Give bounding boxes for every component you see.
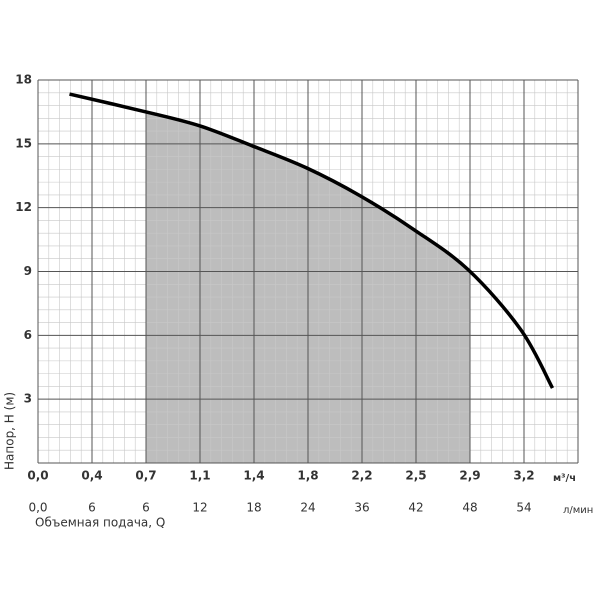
x-tick-label: 0,4 [81, 469, 102, 483]
x2-tick-label: 24 [300, 501, 315, 515]
x2-unit: л/мин [563, 505, 593, 516]
pump-curve [69, 92, 555, 389]
x-tick-label: 3,2 [513, 469, 534, 483]
x2-tick-label: 6 [142, 501, 150, 515]
x-axis-title: Объемная подача, Q [35, 516, 165, 530]
x2-tick-label: 42 [408, 501, 423, 515]
y-tick-label: 6 [24, 328, 32, 342]
x2-tick-label: 0,0 [28, 501, 47, 515]
x-tick-label: 2,2 [351, 469, 372, 483]
y-tick-label: 3 [24, 392, 32, 406]
x-tick-label: 0,0 [27, 469, 48, 483]
y-tick-label: 9 [24, 264, 32, 278]
x-unit: м³/ч [553, 473, 576, 484]
y-tick-label: 15 [15, 136, 32, 150]
y-axis-title: Напор, H (м) [3, 392, 17, 470]
x-tick-label: 2,9 [459, 469, 480, 483]
x-tick-label: 2,5 [405, 469, 426, 483]
x-tick-label: 1,4 [243, 469, 264, 483]
x2-tick-label: 48 [462, 501, 477, 515]
x-tick-label: 1,8 [297, 469, 318, 483]
x2-tick-label: 6 [88, 501, 96, 515]
x2-tick-label: 36 [354, 501, 369, 515]
y-tick-label: 12 [15, 200, 32, 214]
y-tick-label: 18 [15, 73, 32, 87]
x2-tick-label: 18 [246, 501, 261, 515]
x2-tick-label: 12 [192, 501, 207, 515]
x2-tick-label: 54 [516, 501, 531, 515]
x-tick-label: 0,7 [135, 469, 156, 483]
x-tick-label: 1,1 [189, 469, 210, 483]
